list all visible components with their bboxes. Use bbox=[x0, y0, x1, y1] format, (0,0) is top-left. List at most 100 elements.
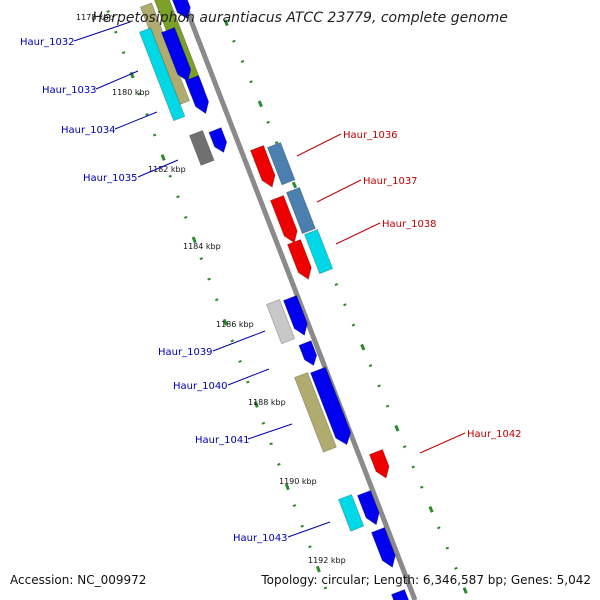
dotted-tracks bbox=[106, 10, 468, 594]
right-track-tick bbox=[411, 465, 415, 469]
left-track-tick bbox=[284, 483, 290, 491]
leader-line-right bbox=[316, 179, 362, 203]
gene-label-haur-1034[interactable]: Haur_1034 bbox=[61, 125, 116, 136]
left-track-tick bbox=[191, 236, 197, 244]
map-title: Herpetosiphon aurantiacus ATCC 23779, co… bbox=[92, 10, 508, 26]
left-track-tick bbox=[269, 442, 273, 446]
left-track-tick bbox=[323, 586, 328, 590]
gene-blue-top-1[interactable] bbox=[160, 26, 192, 82]
right-track-tick bbox=[419, 485, 424, 489]
leader-line-left bbox=[137, 159, 179, 178]
gene-haur-1037-feature[interactable] bbox=[269, 194, 298, 244]
gene-haur-1041-feature[interactable] bbox=[293, 371, 337, 453]
gene-label-haur-1037[interactable]: Haur_1037 bbox=[363, 176, 418, 187]
left-track-tick bbox=[222, 318, 228, 326]
gene-haur-1033-feature[interactable] bbox=[138, 27, 186, 122]
right-track-tick bbox=[437, 526, 441, 530]
gene-haur-1038-feature[interactable] bbox=[286, 238, 312, 280]
gene-blue-1041[interactable] bbox=[310, 366, 352, 446]
right-track-tick bbox=[385, 404, 390, 408]
left-track-tick bbox=[253, 401, 259, 408]
label-leader-lines bbox=[73, 21, 466, 538]
left-track-tick bbox=[238, 360, 242, 363]
left-track-tick bbox=[230, 339, 235, 343]
right-track-tick bbox=[343, 303, 347, 307]
leader-line-left bbox=[114, 111, 158, 130]
gene-haur-1035-feature[interactable] bbox=[188, 129, 215, 166]
left-track-tick bbox=[145, 112, 149, 116]
gene-haur-1039-feature[interactable] bbox=[265, 298, 296, 345]
gene-haur-1042-feature[interactable] bbox=[368, 448, 390, 479]
kbp-label-1192: 1192 kbp bbox=[308, 556, 346, 565]
leader-line-left bbox=[73, 21, 131, 42]
left-track-tick bbox=[308, 545, 312, 549]
kbp-label-1180: 1180 kbp bbox=[112, 88, 150, 97]
right-track-tick bbox=[377, 384, 381, 388]
right-track-tick bbox=[257, 100, 263, 108]
gene-cyan-1038[interactable] bbox=[303, 228, 334, 275]
gene-blue-bottom[interactable] bbox=[370, 526, 396, 568]
right-track-tick bbox=[291, 181, 298, 189]
gene-label-haur-1042[interactable]: Haur_1042 bbox=[467, 429, 522, 440]
right-track-tick bbox=[266, 120, 270, 124]
left-track-tick bbox=[183, 215, 188, 219]
gene-label-haur-1033[interactable]: Haur_1033 bbox=[42, 85, 97, 96]
leader-line-right bbox=[296, 133, 342, 157]
gene-steel-1037[interactable] bbox=[285, 186, 316, 235]
left-track-tick bbox=[215, 298, 219, 302]
left-track-tick bbox=[114, 30, 118, 34]
left-track-tick bbox=[300, 524, 304, 528]
genome-backbone bbox=[180, 0, 418, 600]
gene-label-haur-1032[interactable]: Haur_1032 bbox=[20, 37, 75, 48]
left-track-tick bbox=[160, 154, 166, 161]
right-track-tick bbox=[232, 39, 236, 43]
right-track-tick bbox=[445, 546, 450, 550]
right-track-tick bbox=[454, 566, 458, 570]
leader-line-left bbox=[227, 368, 270, 386]
gene-label-haur-1043[interactable]: Haur_1043 bbox=[233, 533, 288, 544]
gene-blue-1043[interactable] bbox=[356, 489, 380, 526]
gene-haur-1034-feature[interactable] bbox=[184, 74, 210, 115]
leader-line-right bbox=[419, 432, 466, 454]
gene-haur-1036-feature[interactable] bbox=[249, 144, 276, 188]
right-track-tick bbox=[240, 59, 245, 63]
gene-blue-top-2[interactable] bbox=[171, 0, 191, 19]
leader-line-left bbox=[247, 423, 293, 440]
gene-label-haur-1035[interactable]: Haur_1035 bbox=[83, 173, 138, 184]
gene-haur-1043-feature[interactable] bbox=[337, 493, 365, 532]
right-track-tick bbox=[368, 364, 373, 368]
kbp-label-1184: 1184 kbp bbox=[183, 242, 221, 251]
leader-line-right bbox=[335, 222, 381, 245]
gene-label-haur-1041[interactable]: Haur_1041 bbox=[195, 435, 250, 446]
gene-steel-1036[interactable] bbox=[266, 141, 296, 186]
left-track-tick bbox=[152, 133, 157, 137]
left-track-tick bbox=[315, 565, 321, 573]
gene-blue-1039[interactable] bbox=[282, 294, 308, 336]
kbp-label-1188: 1188 kbp bbox=[248, 398, 286, 407]
left-track-tick bbox=[261, 421, 266, 425]
left-track-tick bbox=[137, 92, 141, 96]
right-track-tick bbox=[274, 141, 279, 145]
leader-line-left bbox=[212, 330, 266, 352]
left-track-tick bbox=[277, 462, 281, 466]
accession-text: Accession: NC_009972 bbox=[10, 573, 147, 587]
leader-line-left bbox=[287, 521, 331, 538]
right-track-tick bbox=[402, 445, 407, 449]
left-track-tick bbox=[176, 195, 180, 199]
gene-label-haur-1039[interactable]: Haur_1039 bbox=[158, 347, 213, 358]
gene-labels: Haur_1032 Haur_1033 Haur_1034 Haur_1035 … bbox=[20, 37, 522, 544]
gene-blue-edge[interactable] bbox=[390, 588, 410, 600]
gene-label-haur-1038[interactable]: Haur_1038 bbox=[382, 219, 437, 230]
gene-label-haur-1040[interactable]: Haur_1040 bbox=[173, 381, 228, 392]
gene-haur-1040-feature[interactable] bbox=[298, 340, 318, 366]
left-track-tick bbox=[121, 51, 126, 55]
kbp-label-1186: 1186 kbp bbox=[216, 320, 254, 329]
right-track-tick bbox=[223, 19, 229, 27]
gene-label-haur-1036[interactable]: Haur_1036 bbox=[343, 130, 398, 141]
gene-blue-1035b[interactable] bbox=[208, 127, 228, 153]
right-track-tick bbox=[249, 80, 253, 84]
kbp-scale-labels: 1178 kbp 1180 kbp 1182 kbp 1184 kbp 1186… bbox=[76, 13, 346, 565]
left-track-tick bbox=[246, 380, 250, 384]
right-track-tick bbox=[462, 587, 468, 594]
genome-summary-text: Topology: circular; Length: 6,346,587 bp… bbox=[261, 573, 591, 587]
